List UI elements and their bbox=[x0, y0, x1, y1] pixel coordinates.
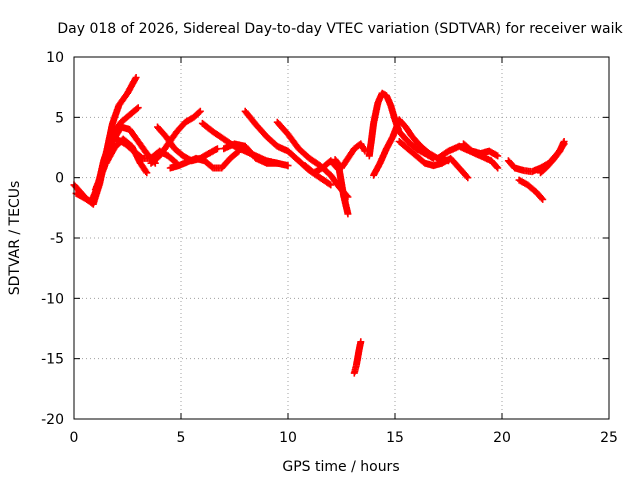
data-point-markers bbox=[331, 140, 369, 172]
data-point-markers bbox=[301, 157, 352, 218]
grid-lines bbox=[74, 57, 609, 419]
series-arc-13 bbox=[301, 157, 352, 218]
x-axis-label: GPS time / hours bbox=[282, 459, 399, 475]
series-arc-22 bbox=[515, 176, 547, 203]
data-point-markers bbox=[241, 107, 335, 189]
data-point-markers bbox=[515, 176, 547, 203]
x-tick-label: 10 bbox=[279, 430, 297, 446]
series-arc-23 bbox=[537, 138, 568, 177]
data-point-markers bbox=[147, 107, 204, 167]
series-arc-18 bbox=[395, 138, 472, 182]
data-point-markers bbox=[537, 138, 568, 177]
data-point-markers bbox=[395, 138, 472, 182]
data-points bbox=[70, 74, 568, 377]
series-arc-20 bbox=[460, 140, 502, 160]
y-tick-label: 5 bbox=[55, 110, 64, 126]
y-tick-label: -10 bbox=[41, 291, 64, 307]
series-arc-6 bbox=[147, 107, 204, 167]
tick-labels: 0 5 10 15 20 25 -20 -15 -10 -5 0 5 10 bbox=[41, 50, 618, 446]
y-tick-label: 10 bbox=[46, 50, 64, 66]
x-tick-label: 20 bbox=[493, 430, 511, 446]
plot-frame bbox=[73, 56, 610, 420]
series-arc-14 bbox=[331, 140, 369, 172]
series-arc-15 bbox=[350, 338, 365, 377]
y-tick-label: -5 bbox=[50, 231, 64, 247]
data-point-markers bbox=[350, 338, 365, 377]
series-arc-8 bbox=[166, 147, 243, 172]
x-tick-label: 15 bbox=[386, 430, 404, 446]
y-axis-label: SDTVAR / TECUs bbox=[7, 181, 23, 296]
series-arc-10 bbox=[220, 140, 292, 170]
data-point-markers bbox=[460, 140, 502, 160]
data-point-markers bbox=[220, 140, 292, 170]
x-tick-label: 0 bbox=[70, 430, 79, 446]
data-point-markers bbox=[166, 147, 243, 172]
y-tick-label: 0 bbox=[55, 171, 64, 187]
series-arc-11 bbox=[241, 107, 335, 189]
x-tick-label: 5 bbox=[177, 430, 186, 446]
y-tick-label: -20 bbox=[41, 412, 64, 428]
y-tick-label: -15 bbox=[41, 352, 64, 368]
x-tick-label: 25 bbox=[600, 430, 618, 446]
chart-title: Day 018 of 2026, Sidereal Day-to-day VTE… bbox=[57, 21, 623, 37]
